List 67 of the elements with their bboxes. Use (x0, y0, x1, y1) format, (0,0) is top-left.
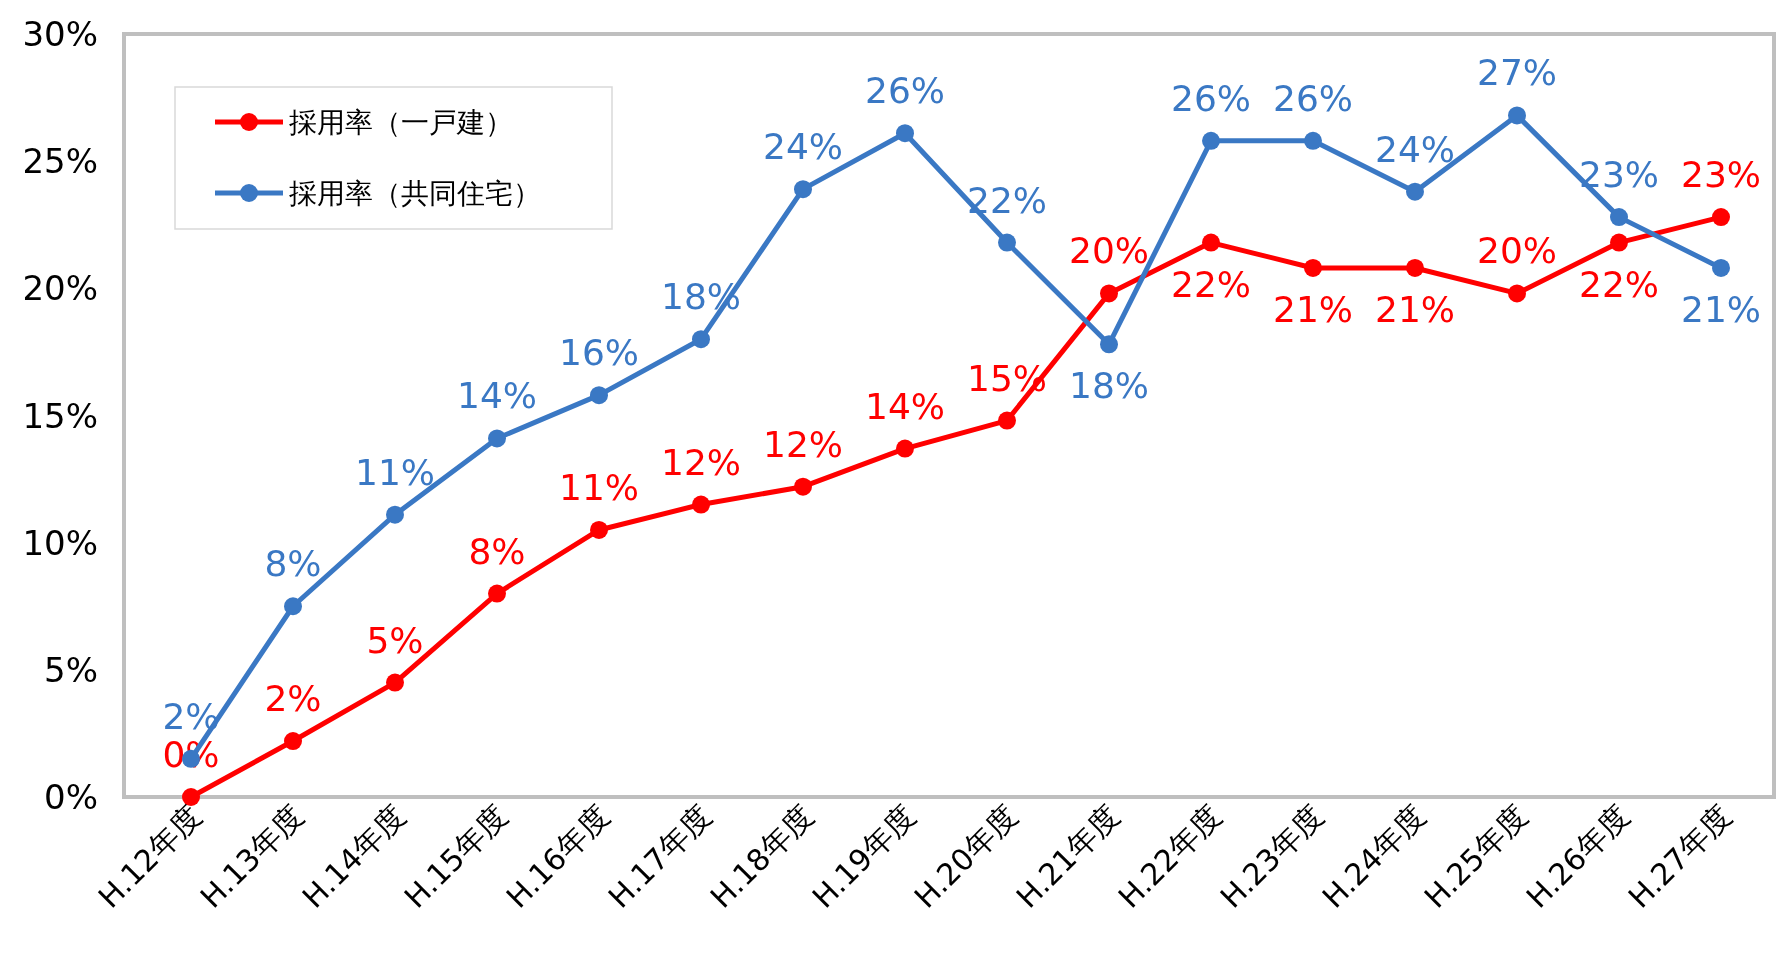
point (896, 439, 914, 458)
point (998, 233, 1016, 252)
data-label: 8% (468, 530, 526, 572)
data-label: 21% (1374, 288, 1456, 330)
data-label: 20% (1476, 230, 1558, 272)
point (692, 495, 710, 514)
data-label: 12% (762, 423, 844, 465)
data-label: 14% (864, 385, 946, 427)
data-label: 11% (354, 451, 436, 493)
data-label: 24% (1374, 128, 1456, 170)
point (590, 520, 608, 539)
point (1406, 258, 1424, 277)
data-label: 22% (1578, 263, 1660, 305)
point (692, 330, 710, 349)
point (1304, 258, 1322, 277)
point (488, 584, 506, 603)
data-label: 5% (366, 619, 424, 661)
point (386, 673, 404, 692)
point (1610, 233, 1628, 252)
data-label: 27% (1476, 52, 1558, 94)
data-label: 22% (966, 179, 1048, 221)
data-label: 14% (456, 375, 538, 417)
data-label: 26% (864, 70, 946, 112)
data-label: 22% (1170, 263, 1252, 305)
data-label: 18% (1068, 365, 1150, 407)
point (590, 386, 608, 405)
point (794, 180, 812, 199)
data-label: 20% (1068, 230, 1150, 272)
point (794, 477, 812, 496)
data-label: 11% (558, 466, 640, 508)
data-label: 21% (1272, 288, 1354, 330)
data-label: 16% (558, 332, 640, 374)
y-tick-label: 25% (22, 141, 98, 182)
point (998, 411, 1016, 430)
y-tick-label: 15% (22, 395, 98, 436)
point (386, 505, 404, 524)
y-tick-label: 0% (44, 777, 98, 817)
data-label: 26% (1272, 77, 1354, 119)
point (1712, 258, 1730, 277)
data-label: 23% (1680, 154, 1762, 196)
point (1100, 335, 1118, 354)
point (1508, 284, 1526, 303)
point (1304, 131, 1322, 150)
legend-label: 採用率（共同住宅） (289, 177, 541, 210)
data-label: 21% (1680, 288, 1762, 330)
point (284, 732, 302, 751)
point (1406, 182, 1424, 201)
data-label: 8% (264, 543, 322, 585)
point (284, 597, 302, 616)
point (1508, 106, 1526, 125)
point (1712, 208, 1730, 227)
point (1202, 131, 1220, 150)
y-tick-label: 5% (44, 649, 98, 690)
y-tick-label: 20% (22, 268, 98, 309)
point (1610, 208, 1628, 227)
data-label: 26% (1170, 77, 1252, 119)
point (896, 124, 914, 143)
data-label: 23% (1578, 154, 1660, 196)
data-label: 12% (660, 441, 742, 483)
point (1100, 284, 1118, 303)
point (1202, 233, 1220, 252)
data-label: 24% (762, 126, 844, 168)
y-tick-label: 10% (22, 522, 98, 563)
y-tick-label: 30% (22, 14, 98, 54)
point (488, 429, 506, 448)
data-label: 2% (264, 678, 322, 720)
legend-label: 採用率（一戸建） (289, 106, 513, 139)
